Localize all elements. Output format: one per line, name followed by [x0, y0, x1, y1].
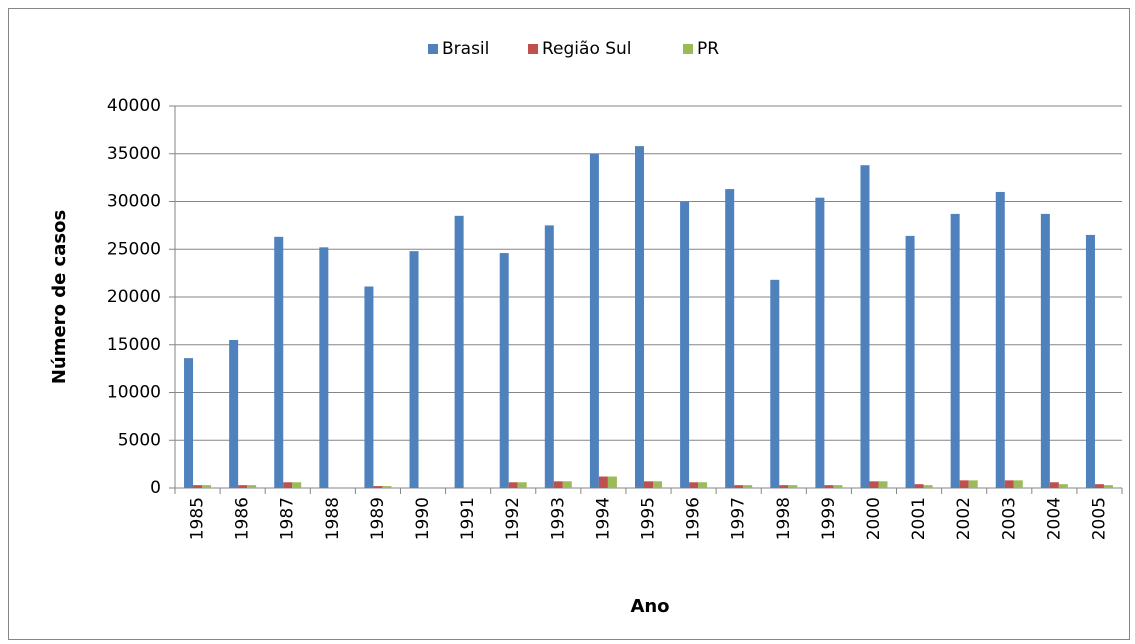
- x-tick-label: 1986: [233, 497, 253, 540]
- y-tick-label: 0: [150, 478, 161, 498]
- bar: [598, 476, 608, 488]
- bar: [734, 485, 744, 488]
- bar: [878, 481, 888, 488]
- bar: [698, 482, 708, 488]
- bar: [950, 213, 960, 489]
- bar: [869, 481, 879, 488]
- bar: [607, 476, 617, 488]
- x-tick-label: 1999: [819, 497, 839, 540]
- y-tick-label: 30000: [107, 192, 161, 212]
- x-tick-label: 1987: [278, 497, 298, 540]
- bar: [680, 201, 690, 488]
- x-tick-label: 2000: [864, 497, 884, 540]
- bar: [1094, 484, 1104, 488]
- bar: [905, 235, 915, 488]
- x-tick-label: 1996: [684, 497, 704, 540]
- y-tick-label: 20000: [107, 287, 161, 307]
- y-tick-label: 15000: [107, 335, 161, 355]
- x-tick-label: 2004: [1044, 497, 1064, 540]
- bar: [1058, 484, 1068, 488]
- bar: [364, 286, 374, 488]
- bar: [517, 482, 527, 488]
- bar: [743, 485, 753, 488]
- legend-label: Região Sul: [542, 39, 632, 59]
- y-tick-label: 10000: [107, 383, 161, 403]
- bar: [454, 215, 464, 488]
- bar: [292, 482, 302, 488]
- bar: [689, 482, 699, 488]
- bar: [247, 485, 257, 488]
- bar: [833, 485, 843, 488]
- bar: [193, 485, 203, 488]
- y-tick-label: 40000: [107, 96, 161, 116]
- bar: [824, 485, 834, 488]
- chart-frame: [8, 8, 1130, 640]
- bar: [373, 486, 383, 488]
- bar: [544, 225, 554, 488]
- bar: [382, 486, 392, 488]
- bar: [562, 481, 572, 488]
- x-tick-label: 2003: [999, 497, 1019, 540]
- legend-swatch: [683, 44, 693, 54]
- x-tick-label: 1998: [774, 497, 794, 540]
- y-tick-label: 25000: [107, 239, 161, 259]
- bar: [274, 236, 284, 488]
- bar: [553, 481, 563, 488]
- bar: [770, 279, 780, 488]
- bar: [914, 484, 924, 488]
- x-tick-label: 1997: [729, 497, 749, 540]
- bar: [229, 339, 239, 488]
- x-tick-label: 2002: [954, 497, 974, 540]
- bar: [644, 481, 653, 488]
- bar: [409, 251, 419, 488]
- bar: [653, 481, 662, 488]
- bar: [238, 485, 248, 488]
- legend-label: Brasil: [442, 39, 489, 59]
- bar: [860, 165, 870, 488]
- bar: [1085, 234, 1095, 488]
- bar: [1049, 482, 1059, 488]
- bar: [959, 480, 969, 488]
- legend-swatch: [428, 44, 438, 54]
- x-tick-label: 1985: [188, 497, 208, 540]
- x-tick-label: 2005: [1089, 497, 1109, 540]
- bar: [202, 485, 212, 488]
- bar: [1013, 480, 1023, 488]
- bar: [635, 146, 644, 489]
- legend-label: PR: [697, 39, 719, 59]
- x-tick-label: 1995: [639, 497, 659, 540]
- x-tick-label: 1990: [413, 497, 433, 540]
- bar: [779, 485, 789, 488]
- bar: [725, 189, 735, 488]
- bar: [923, 485, 933, 488]
- bar: [968, 480, 978, 488]
- x-tick-label: 1989: [368, 497, 388, 540]
- bar: [283, 482, 293, 488]
- bar: [788, 485, 798, 488]
- bar: [499, 253, 509, 488]
- bar: [995, 191, 1005, 488]
- x-tick-label: 1993: [548, 497, 568, 540]
- bar: [589, 153, 599, 488]
- bar: [184, 358, 194, 488]
- bar: [1004, 480, 1014, 488]
- legend-swatch: [528, 44, 538, 54]
- y-axis-title: Número de casos: [49, 210, 70, 384]
- bar: [319, 247, 329, 488]
- x-tick-label: 1992: [503, 497, 523, 540]
- y-tick-label: 35000: [107, 144, 161, 164]
- bar: [508, 482, 518, 488]
- x-tick-label: 1994: [593, 497, 613, 540]
- x-tick-label: 1991: [458, 497, 478, 540]
- x-tick-label: 2001: [909, 497, 929, 540]
- bar: [1103, 485, 1113, 488]
- x-axis-title: Ano: [630, 596, 669, 617]
- bar: [815, 197, 825, 488]
- x-tick-label: 1988: [323, 497, 343, 540]
- y-tick-label: 5000: [118, 430, 161, 450]
- bar: [1040, 213, 1050, 489]
